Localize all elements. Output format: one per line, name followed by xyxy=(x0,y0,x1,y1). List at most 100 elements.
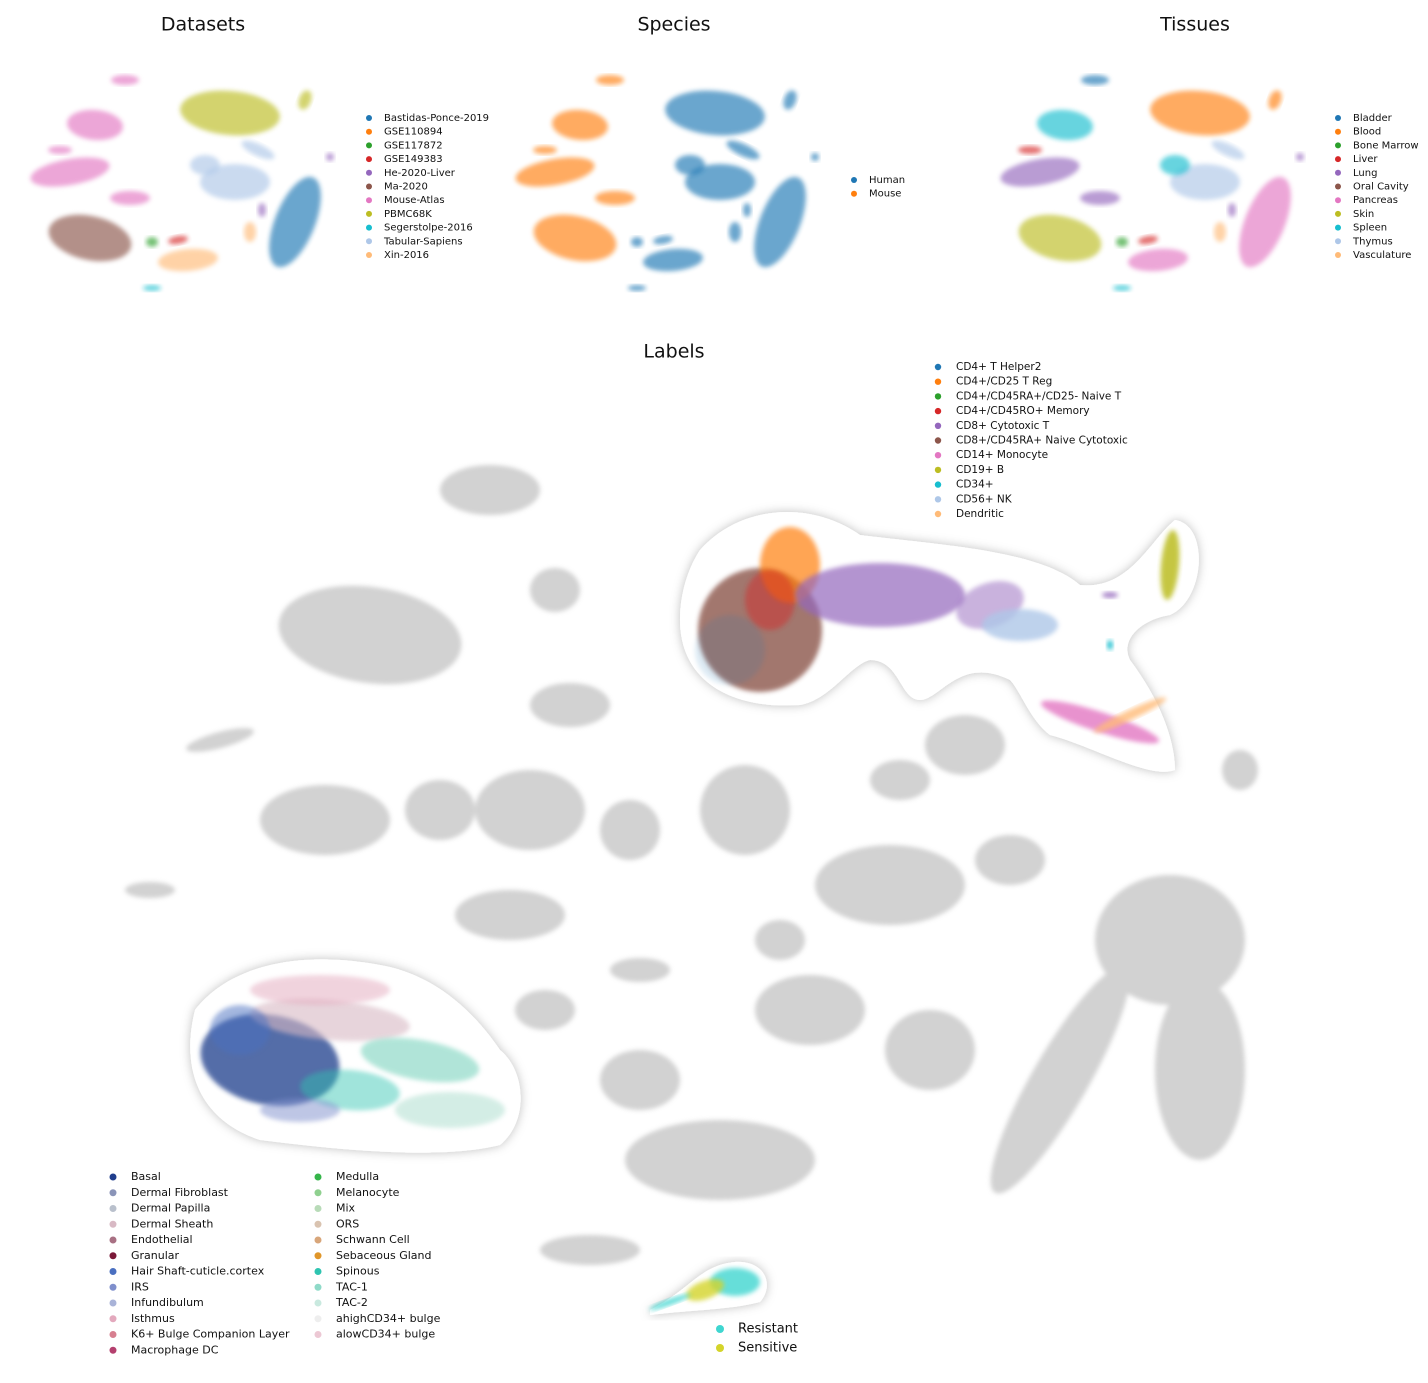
background-clusters xyxy=(125,465,1258,1265)
legend-label: He-2020-Liver xyxy=(384,168,456,179)
legend-marker xyxy=(109,1315,117,1323)
legend-label: CD4+/CD25 T Reg xyxy=(956,376,1052,388)
cluster xyxy=(67,109,123,141)
cluster xyxy=(1000,157,1080,187)
cluster xyxy=(1228,203,1236,217)
legend-label: Xin-2016 xyxy=(384,250,429,261)
legend-label: alowCD34+ bulge xyxy=(336,1328,435,1341)
cluster xyxy=(111,75,139,85)
legend-label: Oral Cavity xyxy=(1353,182,1409,193)
legend-marker xyxy=(934,437,942,444)
cluster xyxy=(1116,237,1128,247)
cluster xyxy=(675,155,705,175)
cluster xyxy=(143,285,161,291)
legend-label: Spinous xyxy=(336,1265,380,1278)
cluster xyxy=(1080,191,1120,205)
cluster xyxy=(30,157,110,187)
cluster xyxy=(1081,75,1109,85)
cluster xyxy=(685,1279,725,1301)
legend-label: Basal xyxy=(131,1170,161,1183)
cluster xyxy=(1239,176,1291,268)
legend-marker xyxy=(1335,115,1341,121)
cluster xyxy=(1037,109,1093,141)
cluster xyxy=(710,1268,760,1296)
legend-label: Mouse xyxy=(869,189,901,200)
cluster xyxy=(726,140,760,160)
cluster xyxy=(244,222,256,242)
cluster xyxy=(631,237,643,247)
panel-title: Species xyxy=(637,14,710,36)
cluster xyxy=(250,998,410,1042)
legend-marker xyxy=(1335,183,1341,190)
cluster xyxy=(595,191,635,205)
legend-label: Tabular-Sapiens xyxy=(383,236,463,247)
legend-marker xyxy=(366,169,372,176)
cluster xyxy=(695,615,765,685)
cluster xyxy=(643,248,703,272)
cluster xyxy=(552,109,608,141)
legend-marker xyxy=(109,1268,117,1275)
legend-marker xyxy=(1335,224,1341,231)
legend-marker xyxy=(934,481,942,488)
legend-marker xyxy=(716,1325,724,1333)
cluster xyxy=(628,285,646,291)
legend-label: Endothelial xyxy=(131,1233,193,1246)
cluster xyxy=(250,975,390,1005)
cluster xyxy=(1150,90,1250,136)
legend-marker xyxy=(1335,197,1341,204)
legend-label: ahighCD34+ bulge xyxy=(336,1312,441,1325)
legend-label: CD8+ Cytotoxic T xyxy=(956,420,1050,432)
cluster xyxy=(326,153,334,161)
legend-marker xyxy=(109,1220,117,1228)
legend-marker xyxy=(109,1283,117,1291)
cluster xyxy=(649,1293,691,1311)
cluster xyxy=(1296,153,1304,161)
cluster xyxy=(1018,146,1042,154)
legend-marker xyxy=(109,1299,117,1307)
panel-title: Datasets xyxy=(161,14,245,36)
cluster xyxy=(665,90,765,136)
legend-marker xyxy=(934,393,942,400)
legend-marker xyxy=(851,190,857,197)
legend-marker xyxy=(1335,238,1341,245)
legend-label: Dermal Fibroblast xyxy=(131,1186,229,1199)
legend-marker xyxy=(366,156,372,163)
legend-marker xyxy=(934,378,942,385)
cluster xyxy=(260,1098,340,1122)
legend-label: CD56+ NK xyxy=(956,493,1013,505)
cluster xyxy=(300,1069,400,1111)
legend-marker xyxy=(1335,142,1341,149)
legend-label: Human xyxy=(869,175,905,186)
legend-label: CD4+/CD45RO+ Memory xyxy=(956,405,1090,417)
legend-marker xyxy=(109,1205,117,1212)
legend-label: Dermal Papilla xyxy=(131,1202,210,1215)
legend-label: TAC-1 xyxy=(335,1280,368,1293)
legend-marker xyxy=(1335,252,1341,258)
cluster xyxy=(1018,214,1102,262)
legend-label: Mix xyxy=(336,1202,356,1215)
legend-marker xyxy=(934,407,942,415)
cluster xyxy=(1211,140,1245,160)
legend-marker xyxy=(366,142,372,149)
cluster xyxy=(298,90,312,110)
legend-marker xyxy=(1335,128,1341,135)
legend-marker xyxy=(934,510,942,518)
legend-label: TAC-2 xyxy=(335,1296,368,1309)
legend-label: GSE149383 xyxy=(384,154,443,165)
legend-label: Dendritic xyxy=(956,508,1004,520)
cluster xyxy=(783,90,797,110)
embedding-panel xyxy=(30,75,334,291)
legend-label: CD34+ xyxy=(956,479,994,491)
legend-marker xyxy=(109,1331,117,1338)
legend-label: Hair Shaft-cuticle.cortex xyxy=(131,1265,265,1278)
legend-label: CD4+ T Helper2 xyxy=(956,361,1041,373)
legend-label: Bastidas-Ponce-2019 xyxy=(384,113,489,124)
cluster xyxy=(1093,697,1167,733)
legend-marker xyxy=(109,1236,117,1244)
legend-label: Thymus xyxy=(1352,236,1393,247)
legend-marker xyxy=(1335,169,1341,176)
legend-marker xyxy=(109,1173,117,1181)
cluster xyxy=(729,222,741,242)
cluster xyxy=(241,140,275,160)
cluster xyxy=(515,157,595,187)
